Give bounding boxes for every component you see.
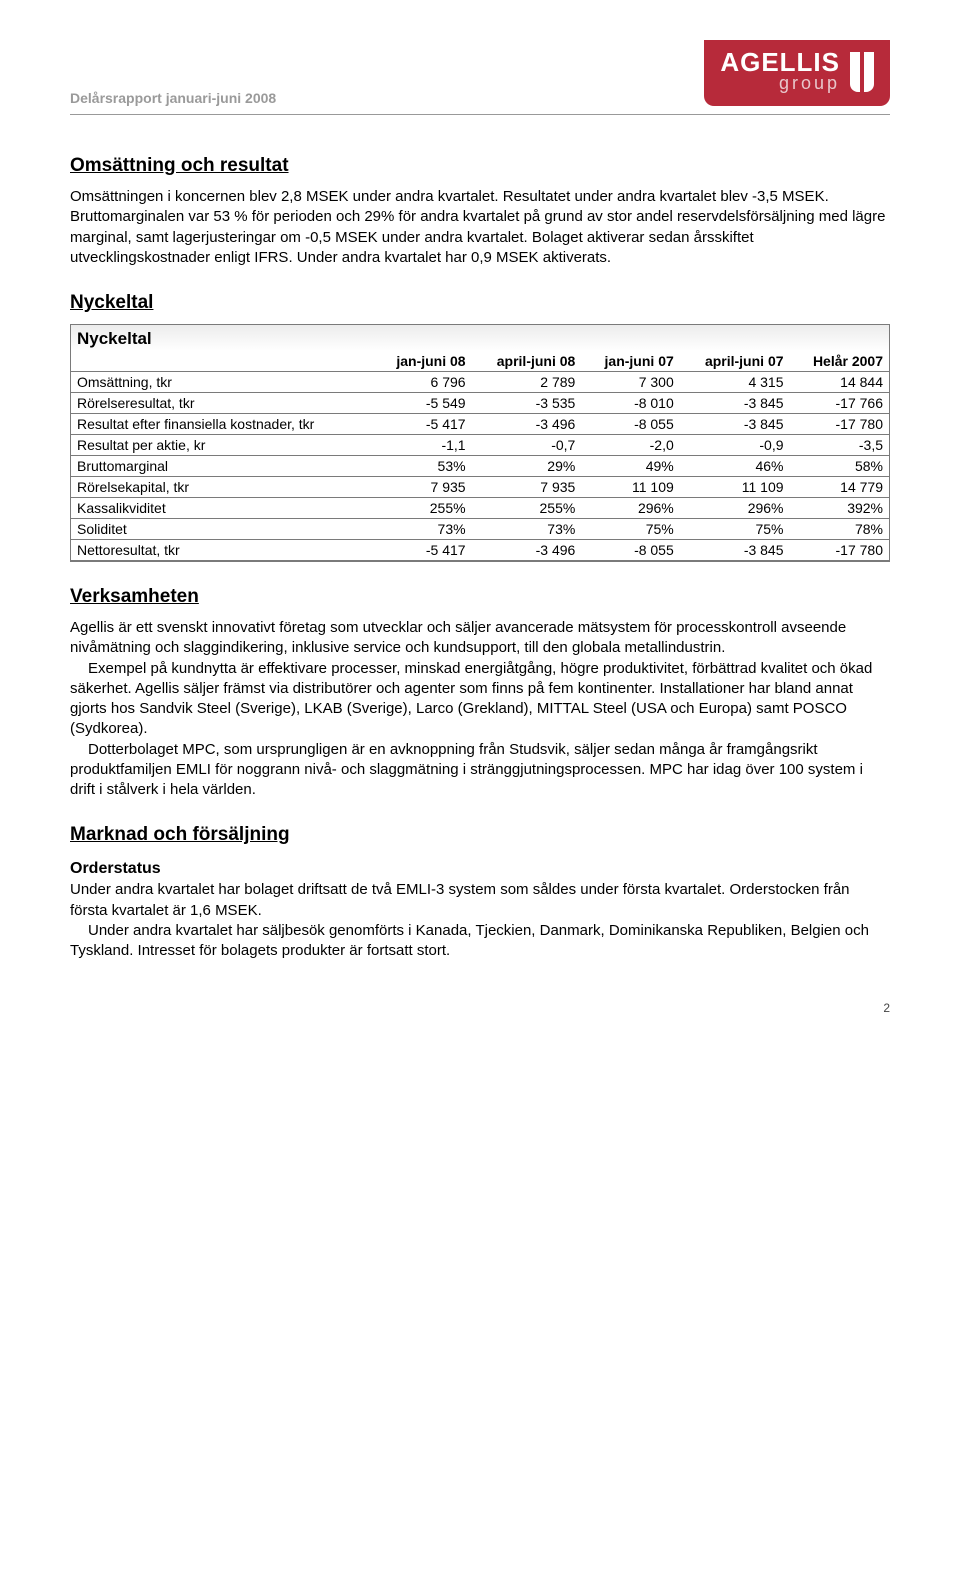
row-label: Rörelsekapital, tkr bbox=[71, 477, 373, 498]
row-value: -0,7 bbox=[472, 435, 582, 456]
row-value: -3,5 bbox=[790, 435, 889, 456]
row-value: 75% bbox=[581, 519, 679, 540]
row-value: 46% bbox=[680, 456, 790, 477]
nyckeltal-box-title: Nyckeltal bbox=[71, 325, 889, 351]
orderstatus-body: Under andra kvartalet har bolaget drifts… bbox=[70, 880, 890, 961]
kpi-table: jan-juni 08 april-juni 08 jan-juni 07 ap… bbox=[71, 351, 889, 561]
table-header-row: jan-juni 08 april-juni 08 jan-juni 07 ap… bbox=[71, 351, 889, 372]
marknad-heading: Marknad och försäljning bbox=[70, 824, 890, 846]
header-bar: Delårsrapport januari-juni 2008 AGELLIS … bbox=[70, 40, 890, 115]
row-label: Soliditet bbox=[71, 519, 373, 540]
row-label: Omsättning, tkr bbox=[71, 372, 373, 393]
nyckeltal-box: Nyckeltal jan-juni 08 april-juni 08 jan-… bbox=[70, 324, 890, 562]
logo-main: AGELLIS bbox=[720, 51, 840, 74]
row-value: -17 766 bbox=[790, 393, 889, 414]
row-value: -3 496 bbox=[472, 540, 582, 561]
orderstatus-p1: Under andra kvartalet har bolaget drifts… bbox=[70, 881, 850, 918]
row-label: Kassalikviditet bbox=[71, 498, 373, 519]
verksamheten-heading: Verksamheten bbox=[70, 586, 890, 608]
table-row: Resultat efter finansiella kostnader, tk… bbox=[71, 414, 889, 435]
row-value: 7 935 bbox=[472, 477, 582, 498]
row-value: 14 844 bbox=[790, 372, 889, 393]
row-value: -8 055 bbox=[581, 414, 679, 435]
row-value: 7 935 bbox=[373, 477, 471, 498]
row-value: 6 796 bbox=[373, 372, 471, 393]
table-row: Resultat per aktie, kr-1,1-0,7-2,0-0,9-3… bbox=[71, 435, 889, 456]
row-value: 4 315 bbox=[680, 372, 790, 393]
row-value: -3 496 bbox=[472, 414, 582, 435]
row-value: -8 055 bbox=[581, 540, 679, 561]
row-value: 296% bbox=[581, 498, 679, 519]
row-value: -17 780 bbox=[790, 414, 889, 435]
verksamheten-body: Agellis är ett svenskt innovativt företa… bbox=[70, 618, 890, 800]
row-value: -1,1 bbox=[373, 435, 471, 456]
table-row: Soliditet73%73%75%75%78% bbox=[71, 519, 889, 540]
row-value: 255% bbox=[472, 498, 582, 519]
omsattning-heading: Omsättning och resultat bbox=[70, 155, 890, 177]
orderstatus-p2: Under andra kvartalet har säljbesök geno… bbox=[70, 921, 890, 962]
row-value: -3 845 bbox=[680, 414, 790, 435]
row-value: 29% bbox=[472, 456, 582, 477]
table-row: Bruttomarginal53%29%49%46%58% bbox=[71, 456, 889, 477]
row-value: -3 845 bbox=[680, 393, 790, 414]
row-value: 11 109 bbox=[680, 477, 790, 498]
col-5: Helår 2007 bbox=[790, 351, 889, 372]
page-number: 2 bbox=[70, 1001, 890, 1015]
row-value: 255% bbox=[373, 498, 471, 519]
logo: AGELLIS group bbox=[704, 40, 890, 106]
row-value: -5 549 bbox=[373, 393, 471, 414]
col-1: jan-juni 08 bbox=[373, 351, 471, 372]
row-label: Bruttomarginal bbox=[71, 456, 373, 477]
row-value: 75% bbox=[680, 519, 790, 540]
row-value: 11 109 bbox=[581, 477, 679, 498]
table-row: Rörelsekapital, tkr7 9357 93511 10911 10… bbox=[71, 477, 889, 498]
omsattning-body: Omsättningen i koncernen blev 2,8 MSEK u… bbox=[70, 187, 890, 268]
table-row: Kassalikviditet255%255%296%296%392% bbox=[71, 498, 889, 519]
col-4: april-juni 07 bbox=[680, 351, 790, 372]
row-value: 49% bbox=[581, 456, 679, 477]
table-row: Rörelseresultat, tkr-5 549-3 535-8 010-3… bbox=[71, 393, 889, 414]
row-value: 296% bbox=[680, 498, 790, 519]
row-value: -0,9 bbox=[680, 435, 790, 456]
row-label: Nettoresultat, tkr bbox=[71, 540, 373, 561]
row-label: Rörelseresultat, tkr bbox=[71, 393, 373, 414]
row-value: 73% bbox=[373, 519, 471, 540]
table-row: Omsättning, tkr6 7962 7897 3004 31514 84… bbox=[71, 372, 889, 393]
row-value: -8 010 bbox=[581, 393, 679, 414]
nyckeltal-heading: Nyckeltal bbox=[70, 292, 890, 314]
row-value: 73% bbox=[472, 519, 582, 540]
row-value: 58% bbox=[790, 456, 889, 477]
verksamheten-p1: Agellis är ett svenskt innovativt företa… bbox=[70, 619, 846, 656]
orderstatus-heading: Orderstatus bbox=[70, 860, 890, 878]
row-value: 392% bbox=[790, 498, 889, 519]
row-value: -2,0 bbox=[581, 435, 679, 456]
row-label: Resultat efter finansiella kostnader, tk… bbox=[71, 414, 373, 435]
row-value: -3 535 bbox=[472, 393, 582, 414]
col-2: april-juni 08 bbox=[472, 351, 582, 372]
row-value: -17 780 bbox=[790, 540, 889, 561]
row-value: 7 300 bbox=[581, 372, 679, 393]
verksamheten-p3: Dotterbolaget MPC, som ursprungligen är … bbox=[70, 740, 890, 801]
row-label: Resultat per aktie, kr bbox=[71, 435, 373, 456]
row-value: 2 789 bbox=[472, 372, 582, 393]
row-value: 78% bbox=[790, 519, 889, 540]
col-3: jan-juni 07 bbox=[581, 351, 679, 372]
row-value: -5 417 bbox=[373, 540, 471, 561]
table-row: Nettoresultat, tkr-5 417-3 496-8 055-3 8… bbox=[71, 540, 889, 561]
row-value: 14 779 bbox=[790, 477, 889, 498]
logo-icon bbox=[850, 50, 874, 92]
header-title: Delårsrapport januari-juni 2008 bbox=[70, 90, 276, 106]
verksamheten-p2: Exempel på kundnytta är effektivare proc… bbox=[70, 659, 890, 740]
logo-sub: group bbox=[720, 75, 840, 91]
row-value: -5 417 bbox=[373, 414, 471, 435]
col-0 bbox=[71, 351, 373, 372]
logo-text: AGELLIS group bbox=[720, 51, 840, 91]
row-value: 53% bbox=[373, 456, 471, 477]
row-value: -3 845 bbox=[680, 540, 790, 561]
